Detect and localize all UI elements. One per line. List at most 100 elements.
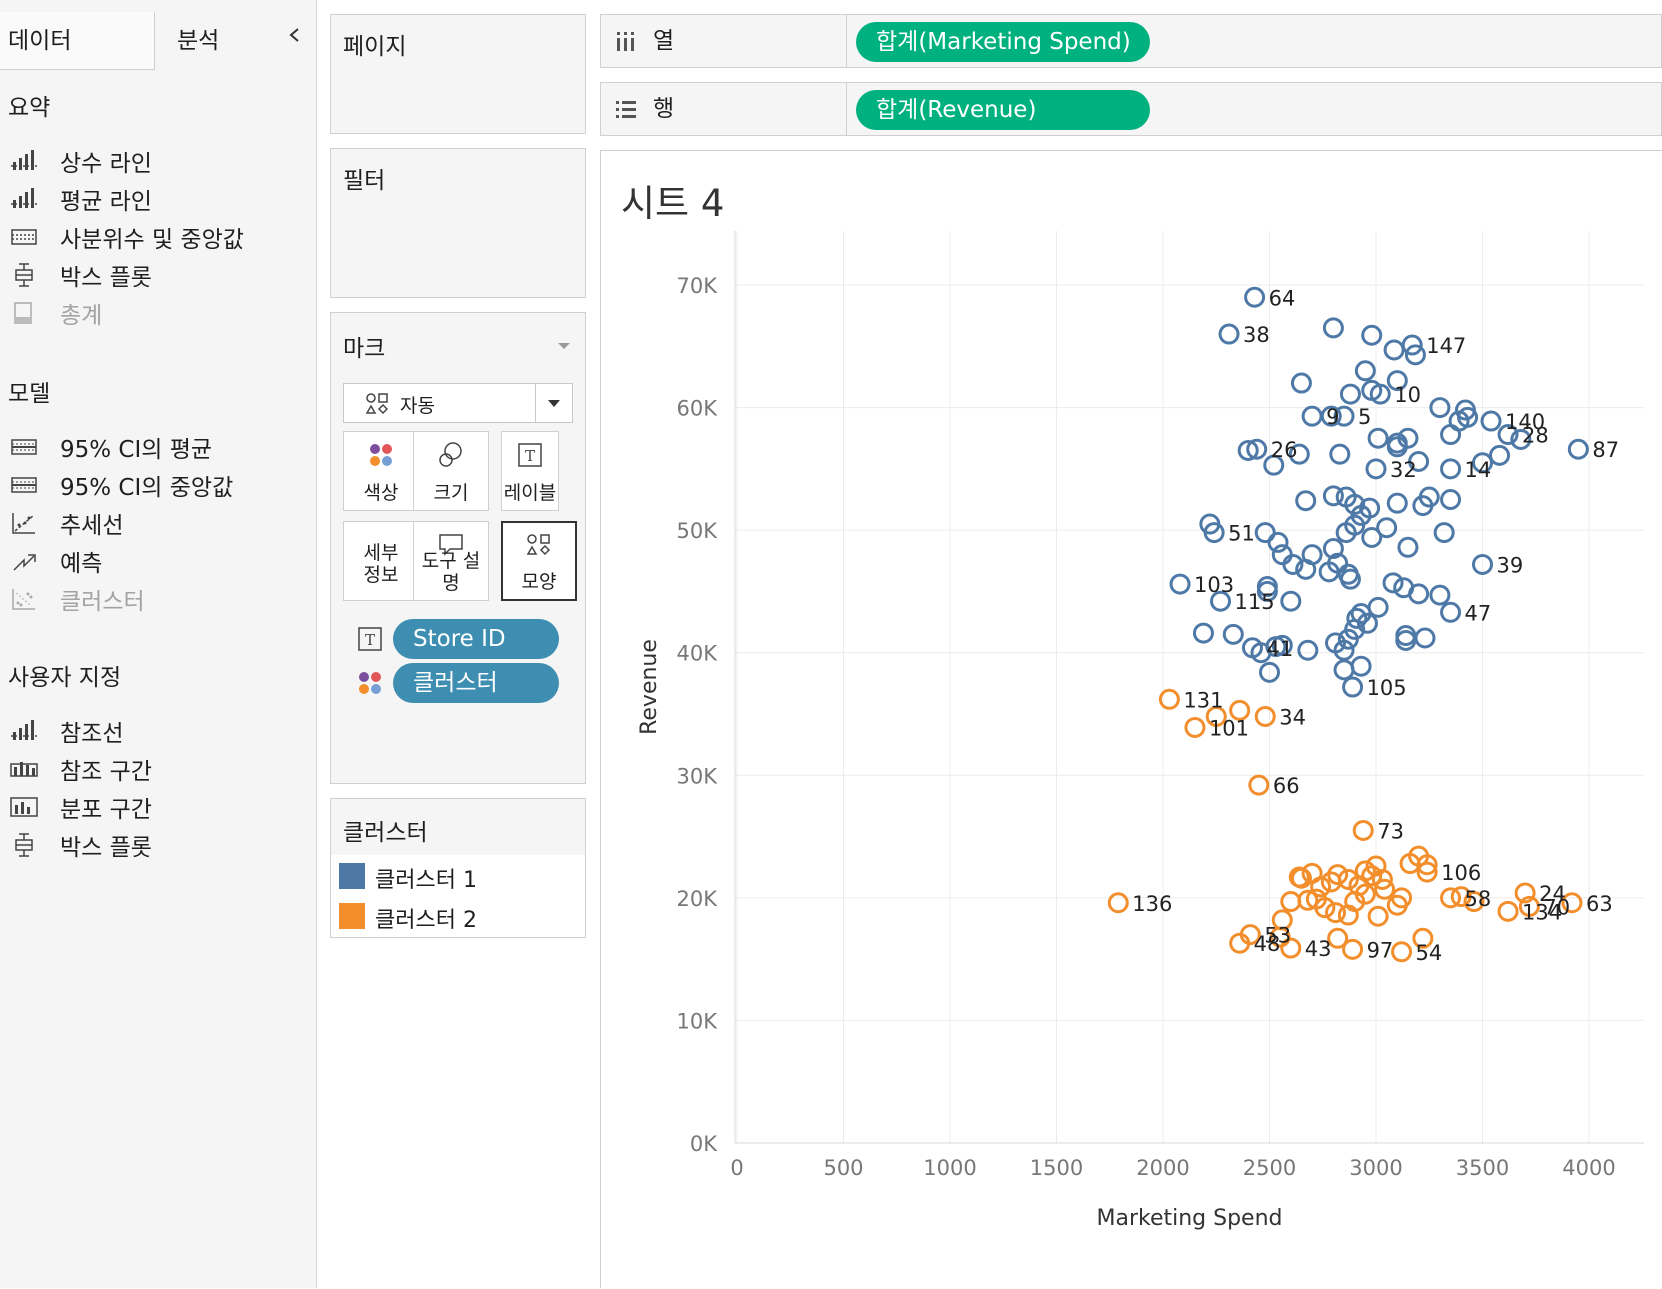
data-point[interactable] [1386,492,1408,514]
data-point[interactable] [1301,405,1323,427]
analytics-item[interactable]: 사분위수 및 중앙값 [8,220,244,254]
data-point[interactable] [1497,900,1519,922]
data-point[interactable] [1271,634,1293,656]
data-point[interactable] [1322,317,1344,339]
data-point[interactable] [1301,544,1323,566]
columns-pill[interactable]: 합계(Marketing Spend) [856,22,1150,62]
data-point[interactable] [1263,454,1285,476]
data-point[interactable] [1344,493,1366,515]
data-point[interactable] [1382,572,1404,594]
data-point[interactable] [1107,892,1129,914]
data-point[interactable] [1339,568,1361,590]
data-point[interactable] [1365,458,1387,480]
analytics-item[interactable]: 평균 라인 [8,182,152,216]
data-point[interactable] [1280,891,1302,913]
data-point[interactable] [1203,522,1225,544]
data-point[interactable] [1297,639,1319,661]
data-point[interactable] [1497,424,1519,446]
data-point[interactable] [1210,590,1232,612]
data-point[interactable] [1472,553,1493,575]
data-point[interactable] [1271,909,1293,931]
data-point[interactable] [1254,705,1276,727]
data-point[interactable] [1282,553,1304,575]
data-point[interactable] [1391,887,1413,909]
data-point[interactable] [1416,854,1438,876]
data-point[interactable] [1222,623,1244,645]
data-point[interactable] [1386,436,1408,458]
data-point[interactable] [1367,427,1389,449]
data-point[interactable] [1386,370,1408,392]
data-point[interactable] [1297,889,1319,911]
data-point[interactable] [1416,861,1438,883]
marks-color-button[interactable]: 색상 [343,431,419,511]
tab-data[interactable]: 데이터 [0,12,155,70]
data-point[interactable] [1429,584,1451,606]
data-point[interactable] [1350,504,1372,526]
marks-field-pill[interactable]: 클러스터 [393,663,559,703]
data-point[interactable] [1352,819,1374,841]
data-point[interactable] [1280,937,1302,959]
data-point[interactable] [1237,439,1259,461]
data-point[interactable] [1342,938,1364,960]
analytics-item[interactable]: 95% CI의 평균 [8,430,212,464]
data-point[interactable] [1350,655,1372,677]
data-point[interactable] [1337,868,1359,890]
data-point[interactable] [1404,344,1426,366]
data-point[interactable] [1450,886,1472,908]
chevron-left-icon[interactable] [288,28,302,42]
data-point[interactable] [1295,490,1317,512]
data-point[interactable] [1361,526,1383,548]
data-point[interactable] [1339,383,1361,405]
data-point[interactable] [1239,924,1261,946]
data-point[interactable] [1342,676,1364,698]
pages-card[interactable]: 페이지 [330,14,586,134]
data-point[interactable] [1354,860,1376,882]
data-point[interactable] [1288,443,1310,465]
data-point[interactable] [1408,451,1430,473]
analytics-item[interactable]: 95% CI의 중앙값 [8,468,233,502]
data-point[interactable] [1397,536,1419,558]
data-point[interactable] [1346,607,1368,629]
data-point[interactable] [1408,583,1430,605]
marks-size-button[interactable]: 크기 [413,431,489,511]
data-point[interactable] [1433,522,1455,544]
data-point[interactable] [1414,627,1436,649]
marks-tooltip-button[interactable]: 도구 설명 [413,521,489,601]
data-point[interactable] [1472,452,1493,474]
analytics-item[interactable]: 총계 [8,296,102,330]
data-point[interactable] [1480,410,1502,432]
data-point[interactable] [1244,286,1266,308]
marks-menu-caret-icon[interactable] [557,341,571,351]
analytics-item[interactable]: 분포 구간 [8,790,152,824]
legend-swatch[interactable] [339,863,365,889]
data-point[interactable] [1371,868,1393,890]
data-point[interactable] [1205,705,1227,727]
marks-detail-button[interactable]: 세부 정보 [343,521,419,601]
data-point[interactable] [1267,531,1289,553]
filters-card[interactable]: 필터 [330,148,586,298]
data-point[interactable] [1440,489,1462,510]
data-point[interactable] [1229,699,1251,721]
marks-field-pill[interactable]: Store ID [393,619,559,659]
analytics-item[interactable]: 예측 [8,544,102,578]
data-point[interactable] [1412,927,1434,949]
legend-label[interactable]: 클러스터 2 [375,908,477,933]
marks-label-button[interactable]: T 레이블 [501,431,559,511]
data-point[interactable] [1259,661,1280,683]
data-point[interactable] [1489,444,1511,466]
data-point[interactable] [1337,628,1359,650]
data-point[interactable] [1305,888,1327,910]
data-point[interactable] [1567,438,1589,460]
data-point[interactable] [1463,891,1485,913]
data-point[interactable] [1356,612,1378,634]
data-point[interactable] [1184,716,1206,738]
data-point[interactable] [1361,324,1383,346]
data-point[interactable] [1440,424,1462,446]
analytics-item[interactable]: 상수 라인 [8,144,152,178]
analytics-item[interactable]: 참조 구간 [8,752,152,786]
data-point[interactable] [1325,902,1347,924]
data-point[interactable] [1333,659,1355,681]
legend-swatch[interactable] [339,903,365,929]
data-point[interactable] [1218,323,1240,345]
data-point[interactable] [1374,878,1396,900]
